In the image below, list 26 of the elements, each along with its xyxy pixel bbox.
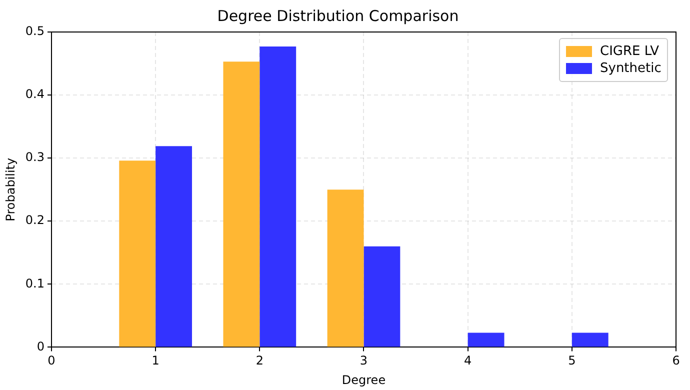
bar (260, 46, 296, 347)
x-tick-label: 4 (464, 354, 472, 368)
x-tick-label: 2 (256, 354, 264, 368)
x-tick-label: 0 (48, 354, 56, 368)
x-tick-label: 1 (152, 354, 160, 368)
y-tick-label: 0.3 (25, 150, 44, 164)
bar (468, 332, 504, 347)
y-tick-label: 0.5 (25, 24, 44, 38)
y-tick-label: 0.4 (25, 87, 44, 102)
y-tick-label: 0 (36, 339, 44, 354)
chart-title: Degree Distribution Comparison (217, 6, 459, 25)
x-tick-label: 3 (360, 354, 368, 368)
x-tick-label: 6 (672, 354, 680, 368)
bar (327, 190, 364, 347)
bar (223, 62, 260, 347)
legend-label: Synthetic (600, 61, 662, 76)
x-axis-title: Degree (342, 372, 386, 387)
bar (364, 246, 400, 347)
bar (572, 332, 608, 347)
y-tick-label: 0.2 (25, 213, 44, 228)
bar (156, 146, 192, 347)
bar (119, 160, 156, 347)
y-tick-label: 0.1 (25, 276, 44, 290)
x-tick-label: 5 (568, 354, 576, 368)
y-axis-title: Probability (3, 158, 18, 222)
legend-label: CIGRE LV (600, 44, 660, 59)
